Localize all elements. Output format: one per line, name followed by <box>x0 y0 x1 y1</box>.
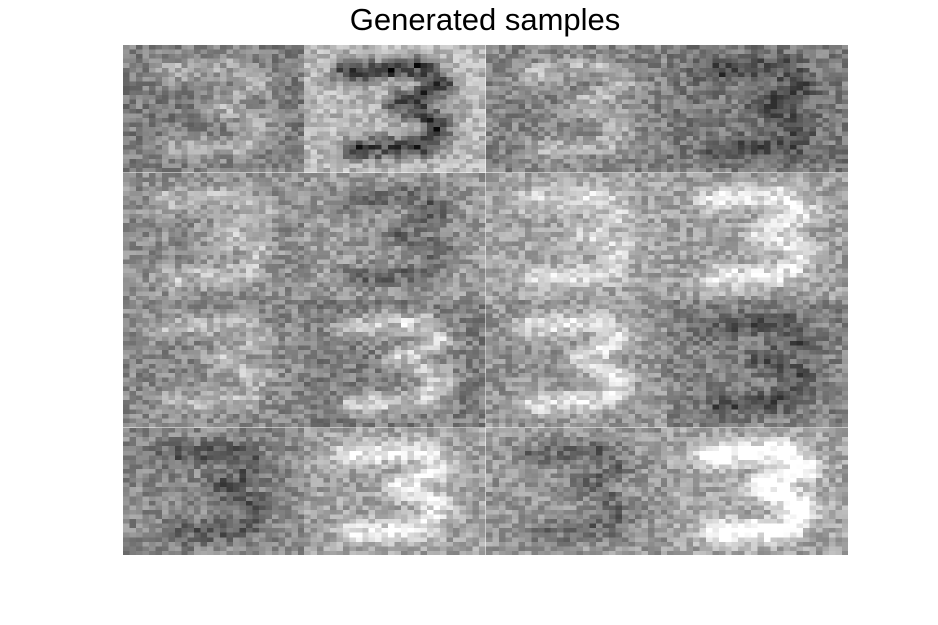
sample-image <box>304 300 486 428</box>
sample-image <box>666 45 848 173</box>
sample-r4-c2 <box>304 427 486 555</box>
sample-r1-c1 <box>123 45 305 173</box>
sample-image <box>666 300 848 428</box>
sample-r3-c1 <box>123 300 305 428</box>
sample-image <box>304 45 486 173</box>
sample-r4-c3 <box>485 427 667 555</box>
sample-image <box>123 427 305 555</box>
sample-r1-c2 <box>304 45 486 173</box>
sample-r4-c1 <box>123 427 305 555</box>
figure-title: Generated samples <box>349 2 621 37</box>
sample-image <box>485 300 667 428</box>
sample-image <box>123 300 305 428</box>
sample-r2-c2 <box>304 172 486 300</box>
sample-r1-c4 <box>666 45 848 173</box>
sample-image <box>666 427 848 555</box>
sample-image <box>123 172 305 300</box>
sample-r3-c3 <box>485 300 667 428</box>
sample-r2-c3 <box>485 172 667 300</box>
sample-image <box>666 172 848 300</box>
sample-image <box>304 172 486 300</box>
sample-r4-c4 <box>666 427 848 555</box>
sample-r2-c4 <box>666 172 848 300</box>
generated-samples-grid <box>123 45 848 555</box>
sample-r3-c2 <box>304 300 486 428</box>
sample-image <box>304 427 486 555</box>
sample-r2-c1 <box>123 172 305 300</box>
sample-r1-c3 <box>485 45 667 173</box>
sample-image <box>485 172 667 300</box>
sample-image <box>485 427 667 555</box>
sample-image <box>485 45 667 173</box>
sample-image <box>123 45 305 173</box>
sample-r3-c4 <box>666 300 848 428</box>
